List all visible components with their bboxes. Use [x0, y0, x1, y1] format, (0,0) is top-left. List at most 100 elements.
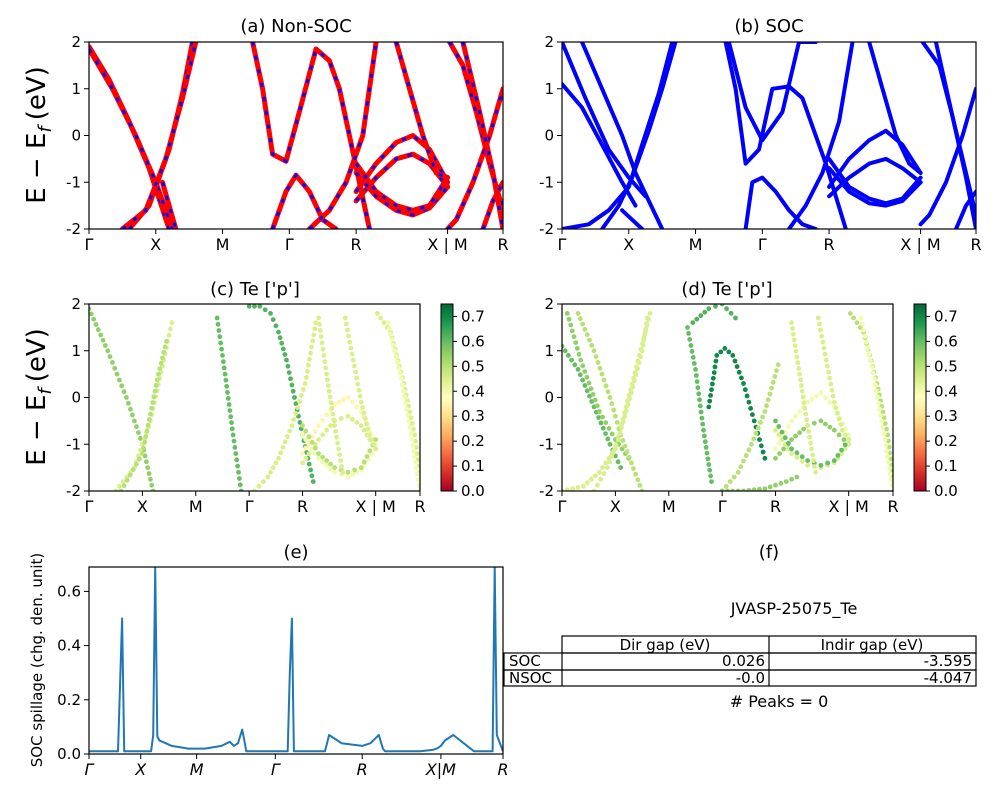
- band-point: [770, 379, 776, 385]
- band-point: [325, 377, 330, 383]
- band-point: [869, 364, 874, 369]
- band-point: [331, 417, 337, 423]
- band-point: [744, 393, 750, 399]
- band-point: [216, 328, 222, 333]
- band-point: [622, 413, 628, 419]
- band-point: [789, 446, 794, 452]
- d-colorbar-label: 0.0: [934, 482, 958, 500]
- band-point: [127, 406, 133, 412]
- band-point: [789, 451, 794, 456]
- band-point: [809, 446, 814, 452]
- b-xtick-label: X: [623, 235, 634, 254]
- band-point: [818, 327, 823, 333]
- band-point: [321, 353, 327, 358]
- band-point: [148, 411, 153, 417]
- band-point: [319, 340, 325, 346]
- band-point: [793, 348, 799, 354]
- band-point: [226, 402, 232, 407]
- band-point: [746, 399, 752, 405]
- band-point: [606, 426, 612, 431]
- band-point: [753, 430, 759, 436]
- band-point: [145, 465, 151, 470]
- c-points: [89, 304, 420, 491]
- band-point: [371, 441, 376, 447]
- band-point: [332, 402, 337, 407]
- band-line: [306, 42, 379, 229]
- d-colorbar-label: 0.6: [934, 332, 958, 350]
- band-point: [798, 377, 803, 383]
- band-point: [605, 436, 611, 442]
- band-point: [133, 461, 139, 467]
- band-point: [827, 375, 833, 381]
- band-point: [575, 311, 581, 316]
- band-point: [95, 327, 101, 333]
- band-point: [582, 369, 588, 374]
- band-line: [954, 189, 976, 229]
- band-point: [352, 467, 357, 473]
- band-point: [342, 315, 348, 321]
- band-point: [326, 388, 332, 394]
- band-point: [821, 345, 827, 351]
- band-point: [117, 377, 122, 383]
- band-point: [711, 370, 717, 375]
- band-point: [299, 393, 304, 398]
- band-point: [121, 483, 127, 489]
- band-point: [231, 438, 237, 444]
- band-point: [246, 304, 252, 309]
- band-line: [160, 179, 179, 229]
- band-point: [772, 374, 778, 379]
- band-point: [867, 358, 873, 363]
- band-point: [316, 423, 321, 428]
- band-point: [320, 454, 325, 460]
- band-point: [591, 348, 597, 354]
- band-point: [406, 418, 412, 424]
- band-line: [813, 133, 848, 229]
- band-point: [569, 357, 574, 363]
- table-row-nsoc-label: NSOC: [509, 669, 552, 687]
- panel-d-title: (d) Te ['p']: [681, 279, 772, 300]
- band-point: [805, 399, 810, 405]
- band-point: [741, 458, 746, 464]
- band-point: [695, 385, 701, 391]
- band-point: [799, 388, 805, 394]
- a-xtick-label: X: [150, 235, 161, 254]
- band-line: [600, 42, 678, 229]
- band-point: [743, 453, 749, 458]
- band-point: [693, 373, 699, 378]
- band-point: [871, 376, 877, 382]
- band-point: [888, 477, 893, 482]
- band-point: [293, 401, 299, 407]
- band-point: [570, 486, 576, 491]
- d-frame: [561, 303, 894, 492]
- band-point: [100, 337, 106, 343]
- band-point: [153, 383, 159, 388]
- band-point: [762, 486, 768, 491]
- b-frame: [561, 41, 977, 230]
- band-point: [862, 333, 868, 339]
- band-point: [701, 427, 706, 433]
- d-xtick-label: X | M: [829, 497, 869, 516]
- band-point: [124, 395, 129, 400]
- band-point: [105, 348, 111, 354]
- c-xtick-label: M: [189, 497, 203, 516]
- band-point: [589, 343, 595, 348]
- band-point: [732, 358, 738, 364]
- band-point: [303, 437, 309, 442]
- band-point: [311, 332, 317, 338]
- band-point: [835, 453, 841, 458]
- c-ytick-label: 0: [71, 389, 81, 407]
- band-point: [313, 320, 319, 326]
- band-point: [799, 383, 804, 388]
- band-point: [229, 426, 235, 432]
- band-point: [134, 424, 139, 430]
- band-point: [356, 387, 362, 393]
- band-point: [636, 360, 642, 366]
- band-point: [765, 397, 771, 403]
- c-xtick-label: X | M: [356, 497, 396, 516]
- b-ytick-label: -2: [539, 220, 554, 238]
- band-point: [841, 437, 847, 442]
- band-line: [827, 156, 923, 206]
- band-point: [839, 451, 844, 456]
- band-point: [324, 371, 329, 377]
- band-line: [827, 128, 923, 189]
